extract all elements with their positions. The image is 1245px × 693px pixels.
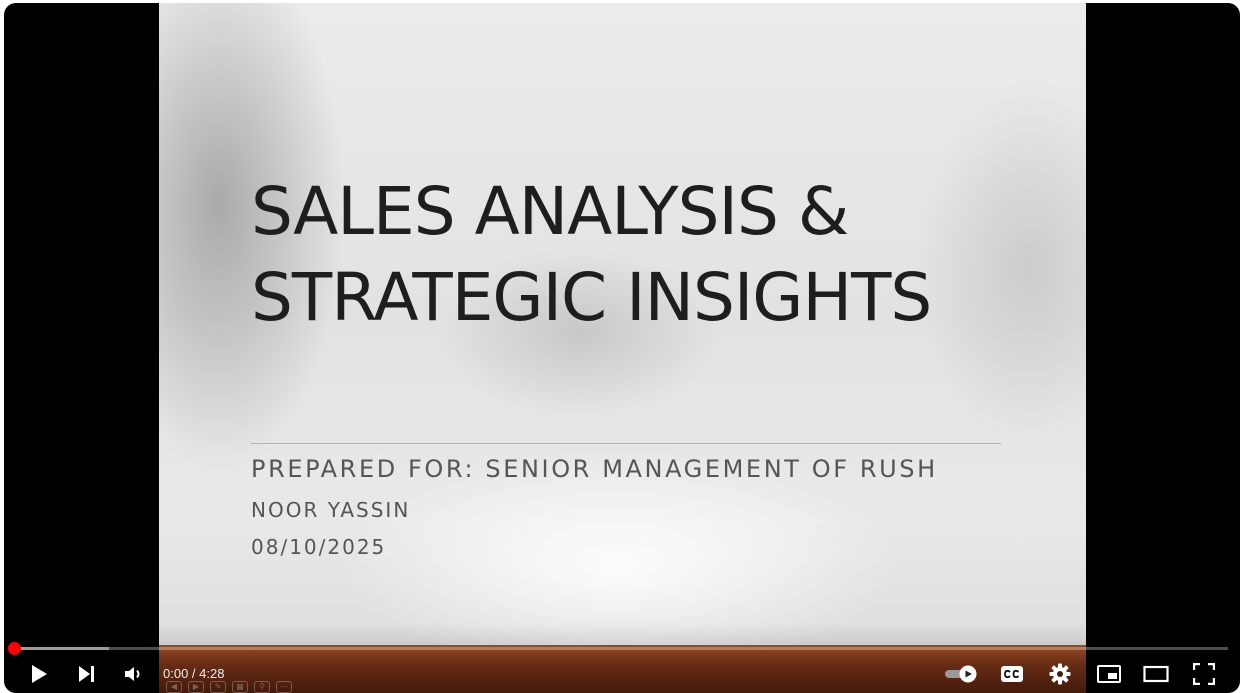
settings-button[interactable]: [1044, 658, 1076, 690]
fullscreen-button[interactable]: [1188, 658, 1220, 690]
play-icon: [32, 665, 47, 683]
progress-scrubber-handle[interactable]: [8, 642, 21, 655]
slide-title: SALES ANALYSIS & STRATEGIC INSIGHTS: [251, 169, 1051, 341]
progress-bar[interactable]: [14, 647, 1228, 650]
video-player[interactable]: SALES ANALYSIS & STRATEGIC INSIGHTS PREP…: [4, 3, 1240, 693]
skip-next-icon: [79, 666, 94, 682]
autoplay-toggle-icon: [945, 665, 977, 683]
slide-title-line-1: SALES ANALYSIS &: [251, 173, 849, 250]
captions-button[interactable]: [994, 658, 1030, 690]
duration: 4:28: [199, 666, 225, 681]
pen-icon: ✎: [210, 681, 226, 693]
time-separator: /: [188, 666, 200, 681]
next-button[interactable]: [72, 658, 102, 690]
video-frame-slide: SALES ANALYSIS & STRATEGIC INSIGHTS PREP…: [159, 3, 1086, 693]
volume-button[interactable]: [118, 658, 150, 690]
current-time: 0:00: [163, 666, 189, 681]
slide-author: NOOR YASSIN: [251, 498, 411, 522]
miniplayer-button[interactable]: [1092, 658, 1126, 690]
embedded-presentation-controls: ◀ ▶ ✎ ▦ ⚲ ⋯: [166, 681, 292, 693]
fullscreen-icon: [1193, 663, 1215, 685]
slides-grid-icon: ▦: [232, 681, 248, 693]
slide-date: 08/10/2025: [251, 535, 387, 559]
cc-icon: [1001, 666, 1023, 682]
slide-footer-band: [159, 645, 1086, 693]
autoplay-toggle[interactable]: [942, 658, 982, 690]
theater-mode-button[interactable]: [1138, 658, 1174, 690]
play-button[interactable]: [24, 658, 54, 690]
volume-icon: [125, 667, 140, 681]
gear-icon: [1049, 663, 1071, 685]
miniplayer-icon: [1097, 665, 1121, 683]
zoom-icon: ⚲: [254, 681, 270, 693]
prev-slide-icon: ◀: [166, 681, 182, 693]
time-display: 0:00 / 4:28: [163, 665, 224, 683]
more-icon: ⋯: [276, 681, 292, 693]
theater-icon: [1143, 665, 1169, 683]
slide-prepared-for: PREPARED FOR: SENIOR MANAGEMENT OF RUSH: [251, 455, 938, 483]
progress-buffered: [14, 647, 109, 650]
slide-title-line-2: STRATEGIC INSIGHTS: [251, 259, 932, 336]
next-slide-icon: ▶: [188, 681, 204, 693]
slide-divider: [251, 443, 1001, 444]
